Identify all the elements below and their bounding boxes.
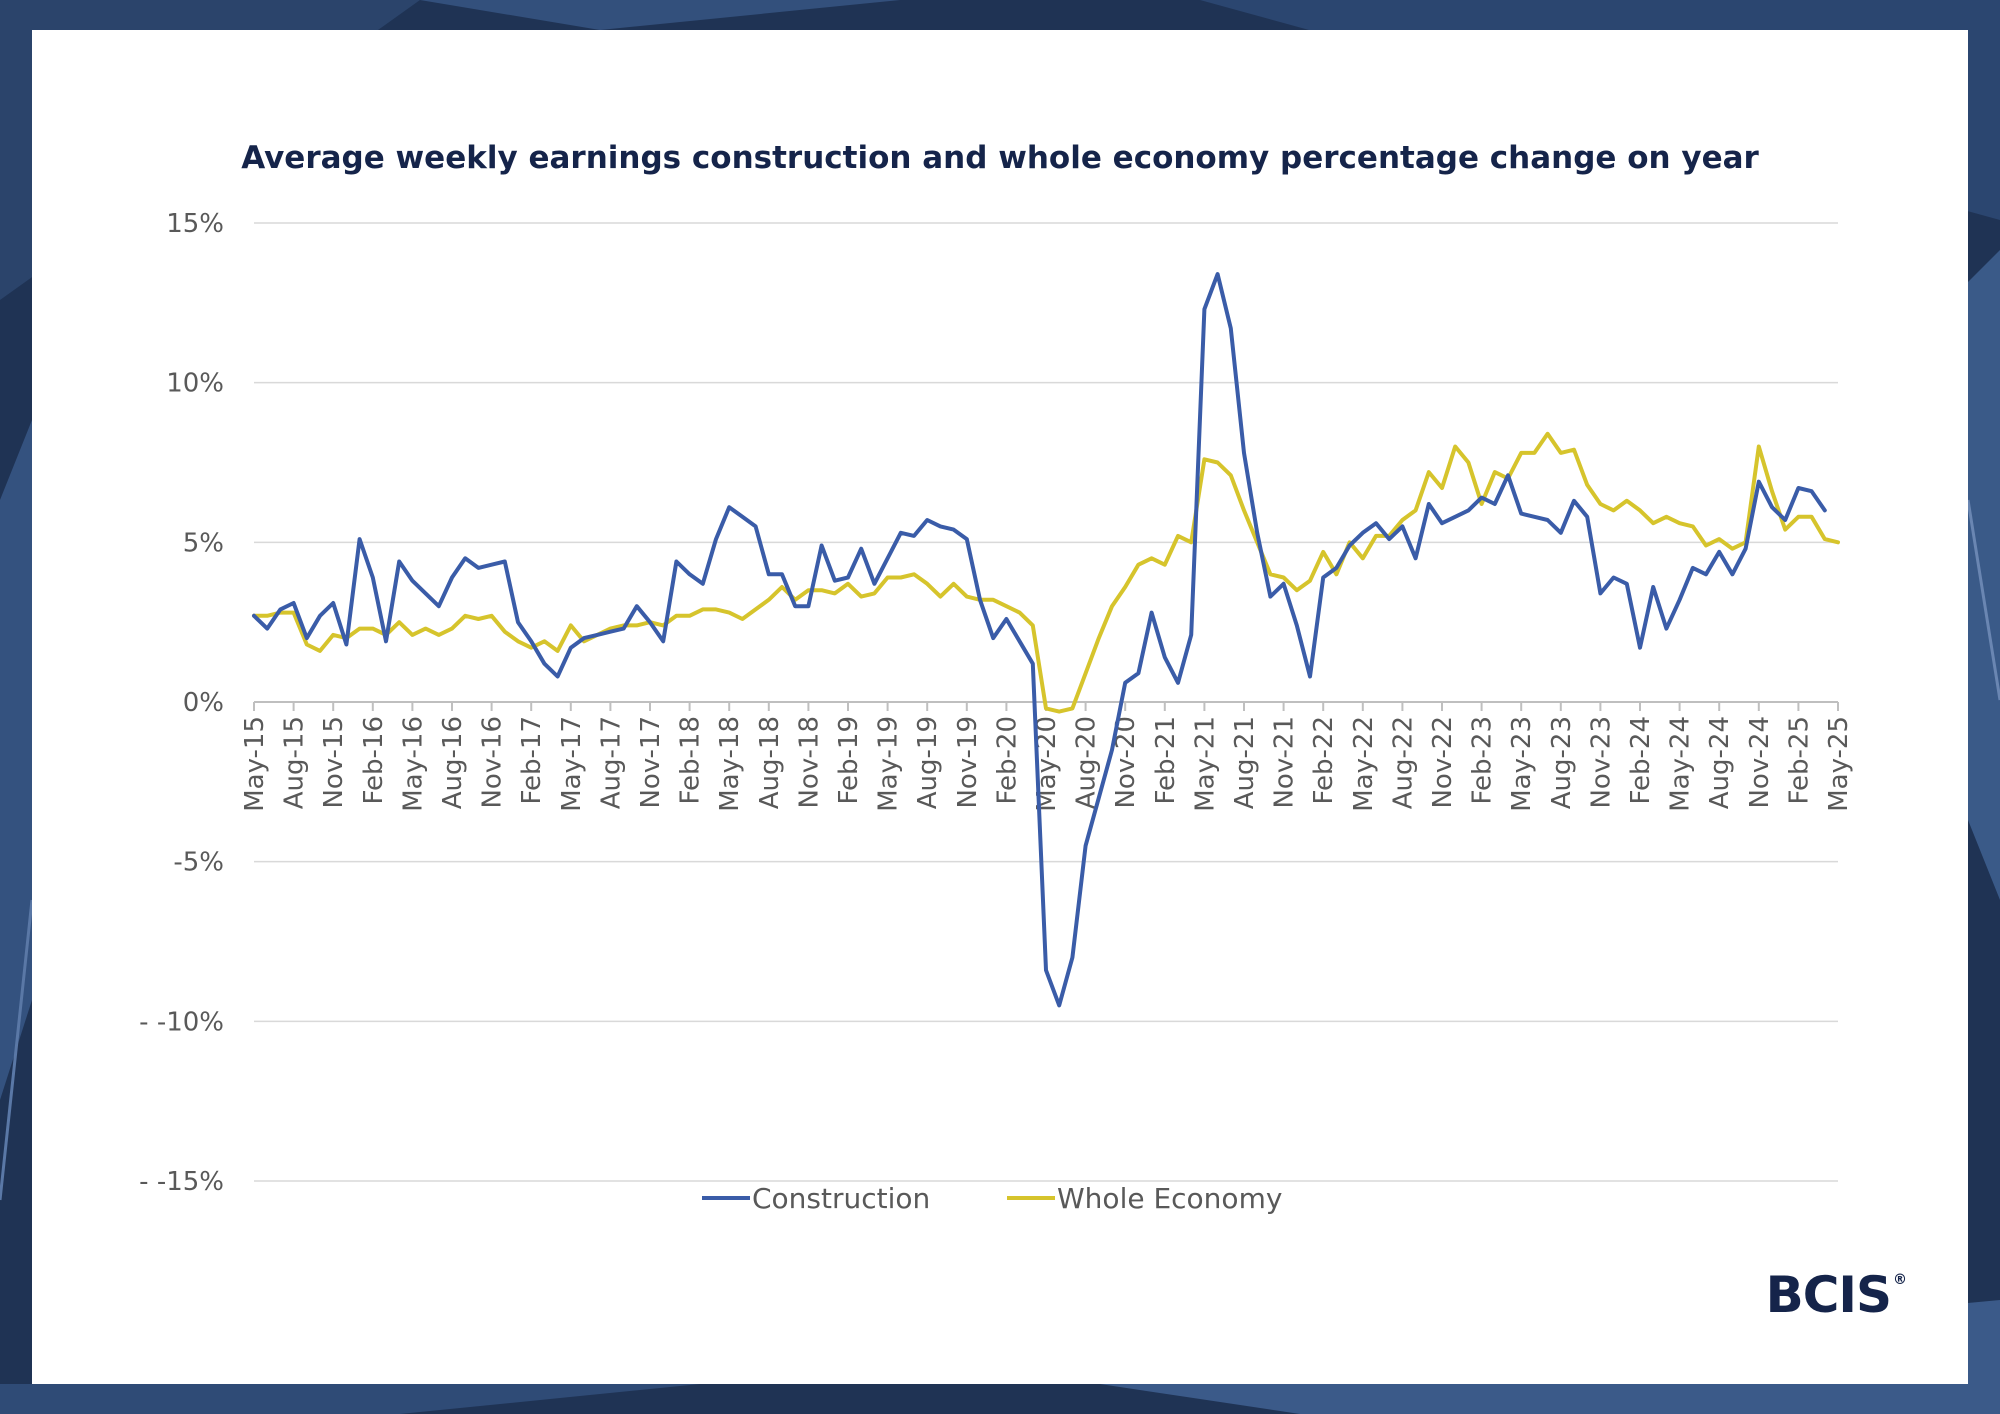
x-tick-label: Aug-16: [438, 716, 468, 809]
x-tick-label: May-16: [398, 716, 428, 812]
y-tick-label: 0%: [183, 688, 224, 718]
x-tick-label: Aug-18: [755, 716, 785, 809]
x-tick-label: Nov-18: [794, 716, 824, 809]
logo-text: BCIS: [1765, 1266, 1892, 1324]
x-tick-label: May-23: [1507, 716, 1537, 812]
x-tick-label: Aug-19: [913, 716, 943, 809]
y-axis-ticks: 15% 10% 5% 0% -5% - -10% - -15%: [139, 209, 224, 1197]
x-tick-label: May-24: [1666, 716, 1696, 812]
x-tick-label: Nov-24: [1745, 716, 1775, 809]
x-tick-label: Nov-16: [478, 716, 508, 809]
x-tick-label: Aug-21: [1230, 716, 1260, 809]
x-tick-label: May-22: [1349, 716, 1379, 812]
registered-mark: ®: [1893, 1272, 1907, 1288]
x-tick-label: Feb-21: [1151, 716, 1181, 805]
y-tick-label: 15%: [166, 209, 224, 239]
x-tick-label: May-15: [240, 716, 270, 812]
series-lines: [252, 272, 1840, 1008]
x-tick-label: May-25: [1824, 716, 1854, 812]
chart-card: Average weekly earnings construction and…: [32, 30, 1968, 1384]
x-tick-label: Feb-24: [1626, 716, 1656, 805]
x-tick-label: Aug-20: [1072, 716, 1102, 809]
x-tick-label: Aug-17: [596, 716, 626, 809]
legend-label: Whole Economy: [1057, 1182, 1282, 1215]
y-tick-label: - -10%: [139, 1007, 224, 1037]
x-tick-label: Feb-18: [676, 716, 706, 805]
x-tick-label: Nov-17: [636, 716, 666, 809]
x-tick-label: Nov-22: [1428, 716, 1458, 809]
x-tick-label: Feb-20: [992, 716, 1022, 805]
legend-label: Construction: [752, 1182, 930, 1215]
x-tick-label: Aug-24: [1705, 716, 1735, 809]
bcis-logo: BCIS ®: [1765, 1266, 1907, 1324]
x-tick-label: May-19: [874, 716, 904, 812]
x-tick-label: May-21: [1190, 716, 1220, 812]
x-tick-label: Feb-19: [834, 716, 864, 805]
x-tick-label: Feb-22: [1309, 716, 1339, 805]
x-tick-label: May-18: [715, 716, 745, 812]
x-tick-label: May-17: [557, 716, 587, 812]
x-tick-label: Feb-17: [517, 716, 547, 805]
series-line-construction: [252, 272, 1827, 1008]
line-chart: Average weekly earnings construction and…: [139, 140, 1854, 1215]
x-axis: May-15 Aug-15 Nov-15 Feb-16 May-16 Aug-16 Nov-…: [240, 701, 1854, 812]
x-tick-label: Aug-22: [1388, 716, 1418, 809]
y-tick-label: 5%: [183, 528, 224, 558]
x-tick-label: Feb-16: [359, 716, 389, 805]
legend: Construction Whole Economy: [702, 1182, 1282, 1215]
x-tick-label: Nov-15: [319, 716, 349, 809]
x-tick-label: Feb-25: [1784, 716, 1814, 805]
chart-title: Average weekly earnings construction and…: [241, 140, 1759, 176]
x-tick-label: Nov-21: [1270, 716, 1300, 809]
x-tick-label: Nov-19: [953, 716, 983, 809]
y-tick-label: - -15%: [139, 1167, 224, 1197]
y-tick-label: -5%: [173, 848, 224, 878]
y-tick-label: 10%: [166, 369, 224, 399]
x-tick-label: Nov-23: [1586, 716, 1616, 809]
x-tick-label: Feb-23: [1468, 716, 1498, 805]
gridlines: [254, 222, 1838, 1182]
x-tick-label: Aug-23: [1547, 716, 1577, 809]
x-tick-label: Aug-15: [280, 716, 310, 809]
series-line-whole-economy: [252, 431, 1840, 714]
